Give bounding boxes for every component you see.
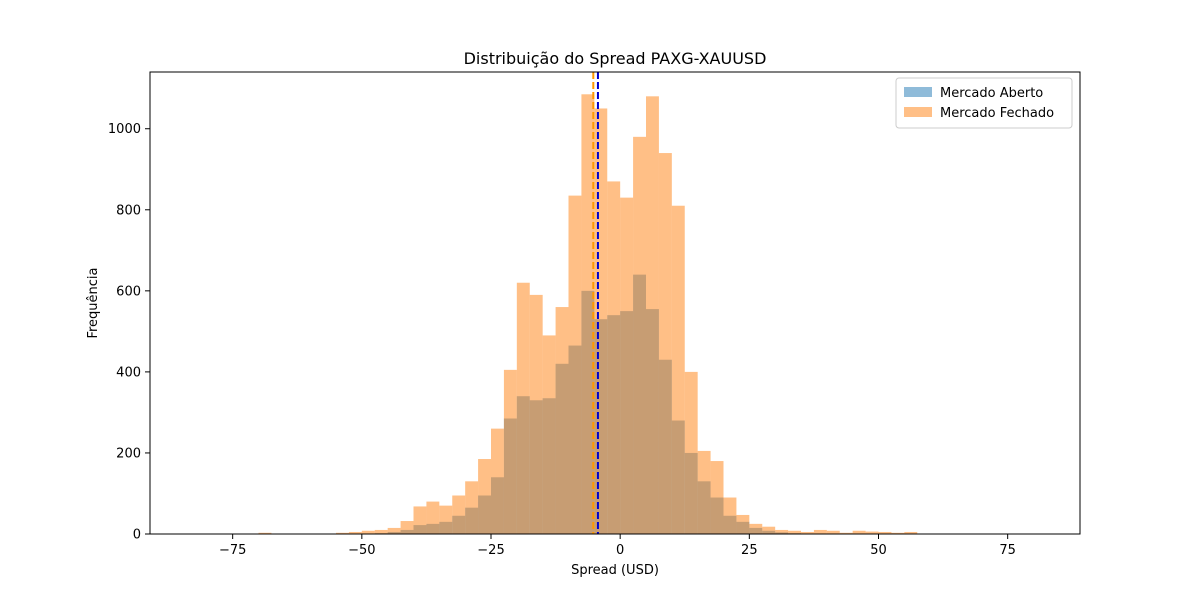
- histogram-bar: [568, 195, 582, 534]
- x-axis-label: Spread (USD): [571, 563, 659, 578]
- histogram-bar: [439, 505, 453, 534]
- histogram-bar: [788, 530, 801, 534]
- histogram-bar: [336, 532, 349, 534]
- y-axis-ticks: 0 200 400 600 800 1000: [108, 122, 150, 543]
- histogram-bar: [736, 514, 750, 534]
- x-tick-label: −50: [348, 543, 375, 558]
- y-tick-label: 400: [116, 365, 141, 380]
- histogram-bar: [478, 459, 491, 534]
- histogram-bar: [633, 136, 646, 534]
- histogram-bar: [400, 521, 414, 534]
- histogram-bar: [258, 532, 272, 534]
- histogram-bar: [594, 108, 608, 534]
- histogram-bar: [581, 94, 595, 534]
- histogram-bar: [607, 181, 621, 534]
- histogram-bar: [658, 153, 672, 535]
- histogram-bar: [904, 531, 918, 534]
- histogram-bar: [671, 205, 685, 534]
- x-tick-label: −75: [219, 543, 246, 558]
- legend-swatch: [904, 87, 932, 97]
- histogram-bar: [529, 294, 543, 534]
- histogram-bar: [348, 531, 362, 534]
- histogram-bar: [878, 531, 892, 534]
- histogram-bar: [813, 529, 827, 534]
- chart-title: Distribuição do Spread PAXG-XAUUSD: [464, 49, 767, 68]
- histogram-bar: [723, 497, 737, 534]
- histogram-bar: [697, 450, 711, 534]
- histogram-bar: [465, 481, 479, 534]
- y-tick-label: 200: [116, 446, 141, 461]
- legend-label: Mercado Fechado: [940, 106, 1054, 121]
- legend-swatch: [904, 107, 932, 117]
- histogram-bar: [555, 307, 569, 534]
- histogram-bar: [503, 369, 517, 534]
- x-axis-ticks: −75 −50 −25 0 25 50 75: [219, 534, 1016, 558]
- histogram-bar: [801, 531, 814, 534]
- histogram-bar: [426, 501, 440, 534]
- histogram-bar: [491, 428, 504, 534]
- legend: Mercado Aberto Mercado Fechado: [895, 77, 1073, 129]
- histogram-bar: [413, 506, 427, 534]
- histogram-bar: [516, 282, 530, 534]
- legend-label: Mercado Aberto: [940, 86, 1043, 101]
- histogram-bar: [684, 371, 698, 534]
- histogram-bar: [826, 530, 840, 534]
- y-tick-label: 1000: [108, 122, 141, 137]
- x-tick-label: 0: [616, 543, 624, 558]
- histogram-bar: [361, 530, 375, 534]
- x-tick-label: −25: [477, 543, 504, 558]
- x-tick-label: 75: [999, 543, 1016, 558]
- legend-box: [895, 77, 1073, 129]
- histogram-bar: [542, 335, 556, 534]
- histogram-bar: [374, 529, 388, 534]
- histogram-bar: [749, 523, 763, 534]
- axes-frame: [149, 71, 1081, 535]
- histogram-bar: [865, 531, 879, 534]
- mean-lines: [592, 72, 599, 534]
- histogram-bar: [891, 532, 905, 534]
- histogram-bar: [710, 461, 724, 534]
- histogram-bar: [620, 197, 634, 534]
- y-axis-label: Frequência: [86, 267, 101, 338]
- series-1: [258, 94, 918, 535]
- bars-layer: [258, 94, 918, 535]
- histogram-bar: [762, 526, 776, 534]
- histogram-bar: [646, 96, 659, 534]
- histogram-bar: [775, 529, 789, 534]
- x-tick-label: 25: [741, 543, 758, 558]
- y-tick-label: 600: [116, 284, 141, 299]
- y-tick-label: 800: [116, 203, 141, 218]
- histogram-bar: [852, 530, 866, 534]
- x-tick-label: 50: [870, 543, 887, 558]
- histogram-bar: [452, 495, 466, 534]
- histogram-bar: [387, 527, 401, 534]
- histogram-bar: [839, 532, 853, 534]
- y-tick-label: 0: [133, 528, 141, 543]
